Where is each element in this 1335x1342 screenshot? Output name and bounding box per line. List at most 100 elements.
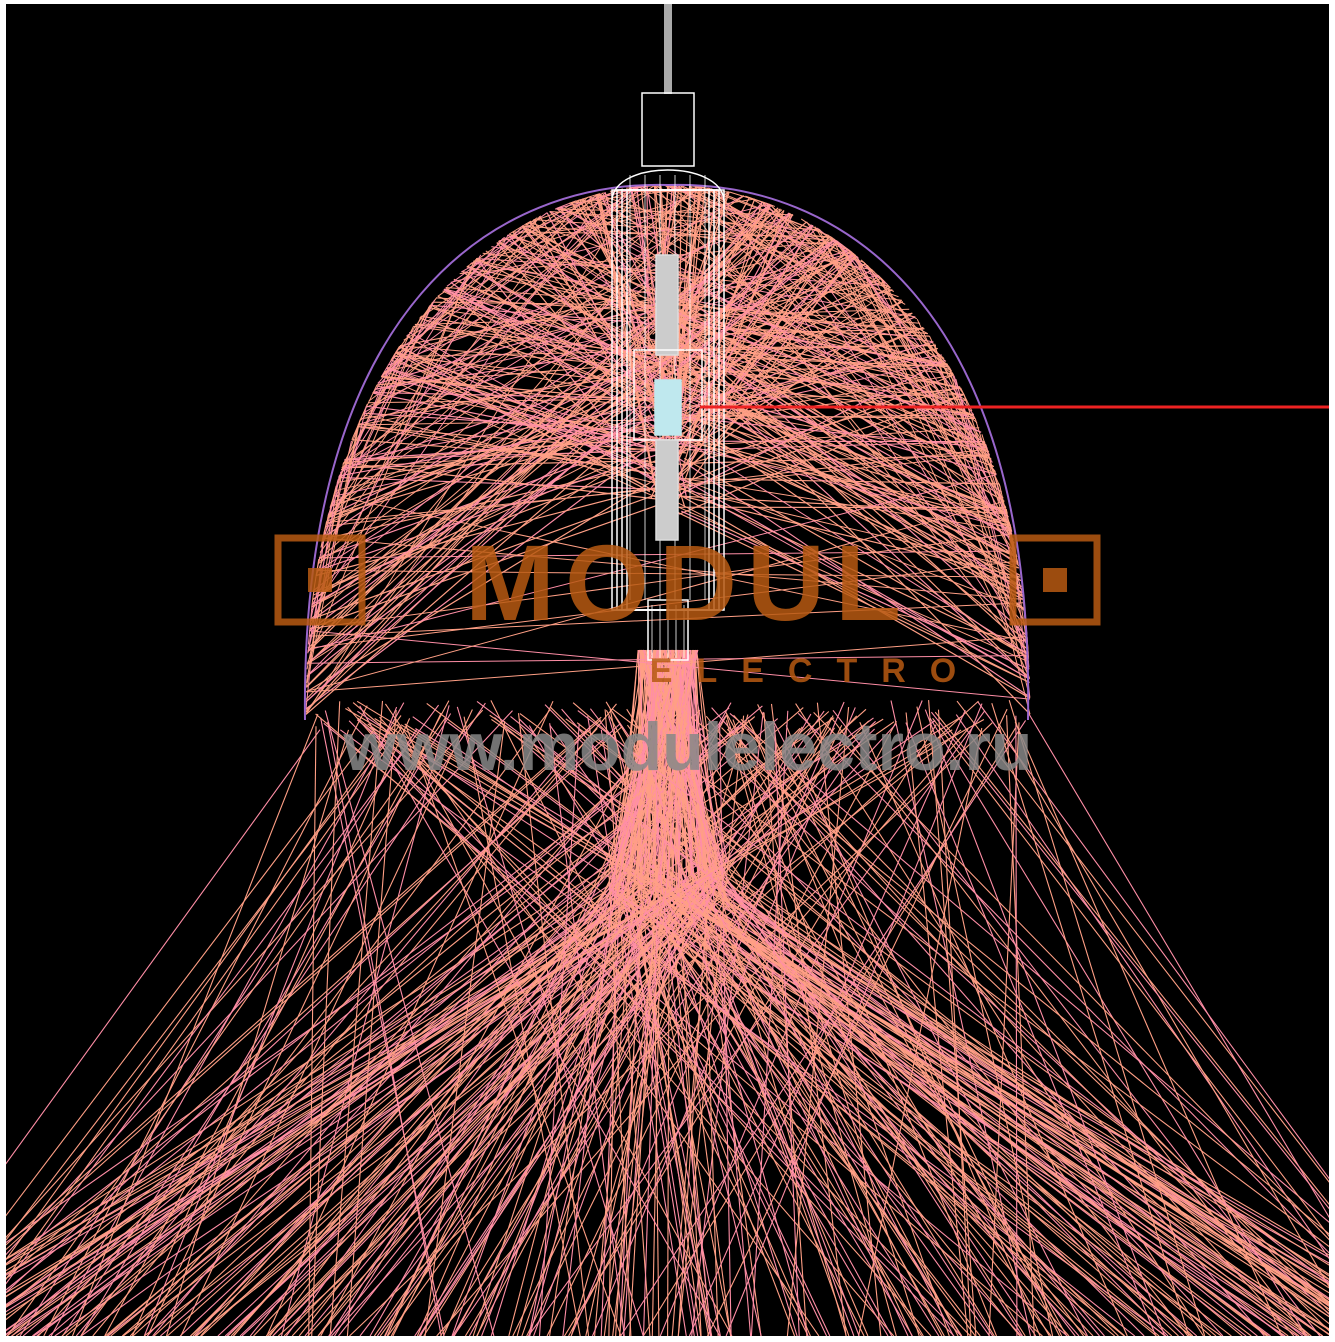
ray	[664, 334, 1014, 541]
ray	[674, 307, 1005, 502]
ray	[688, 709, 966, 1336]
ray	[481, 877, 660, 1336]
ray	[654, 441, 1031, 698]
ray	[476, 257, 673, 360]
ray	[131, 718, 411, 1336]
ray	[630, 898, 721, 1336]
ray	[640, 729, 809, 1336]
ray	[591, 707, 856, 1336]
ray	[320, 521, 328, 548]
ray	[305, 420, 361, 687]
ray	[443, 289, 676, 368]
ray	[179, 895, 652, 1336]
ray	[6, 728, 402, 1281]
ray	[615, 888, 811, 1336]
ray	[719, 722, 732, 1336]
ray	[668, 350, 974, 416]
ray	[387, 727, 832, 1336]
ray	[646, 649, 694, 877]
ray	[491, 718, 1329, 1301]
ray	[549, 211, 821, 231]
ray	[813, 712, 1329, 1241]
ray	[227, 870, 700, 1336]
ray	[316, 239, 836, 572]
ray	[311, 701, 341, 1336]
ray	[649, 649, 661, 872]
ray	[685, 875, 860, 1336]
ray	[75, 725, 592, 1336]
ray	[690, 185, 706, 188]
ray	[509, 233, 974, 416]
ray	[657, 649, 688, 890]
logo-right-square	[1009, 534, 1101, 626]
ray	[310, 485, 681, 620]
ray	[509, 233, 662, 322]
ray	[391, 345, 401, 360]
ray	[677, 649, 693, 874]
ray	[685, 454, 990, 464]
ray	[507, 234, 650, 401]
ray	[344, 354, 942, 461]
ray	[683, 495, 1021, 578]
ray	[453, 728, 870, 1336]
ray	[521, 225, 1014, 540]
ray	[683, 210, 785, 482]
ray	[684, 719, 1329, 1315]
ray	[698, 885, 909, 1336]
ray	[800, 218, 857, 256]
ray	[305, 224, 813, 703]
ray	[6, 726, 399, 1241]
ray	[6, 704, 440, 1285]
ray	[6, 729, 718, 1308]
ray	[517, 713, 590, 1336]
ray	[80, 713, 452, 1336]
ray	[456, 706, 644, 1336]
ray	[318, 438, 650, 559]
ray	[386, 366, 1025, 610]
ray	[318, 550, 1016, 559]
ray	[671, 508, 1030, 684]
ray	[665, 381, 997, 476]
ray	[369, 702, 732, 1336]
ray	[241, 896, 712, 1336]
ray	[619, 875, 711, 1336]
ray	[948, 366, 952, 372]
ray	[658, 213, 792, 503]
ray	[424, 720, 506, 1336]
ray	[659, 700, 923, 1336]
lamp-electrode-bottom	[655, 439, 679, 541]
ray	[733, 714, 1295, 1336]
ray	[864, 263, 1009, 518]
ray	[444, 288, 687, 412]
ray	[312, 234, 829, 600]
ray	[311, 414, 655, 606]
ray	[932, 717, 1329, 1237]
ray	[323, 722, 1068, 1336]
ray	[451, 898, 611, 1336]
ray	[339, 729, 1167, 1336]
ray	[312, 384, 667, 601]
ray	[581, 198, 986, 444]
ray	[963, 394, 1019, 563]
ray	[937, 709, 972, 1336]
ray	[672, 184, 1030, 663]
ray	[309, 366, 669, 622]
ray	[768, 203, 945, 359]
ray	[654, 329, 1031, 715]
ray	[616, 649, 682, 896]
ray	[684, 197, 751, 315]
ray	[1026, 710, 1329, 1219]
ray	[194, 871, 612, 1336]
ray	[761, 201, 1029, 647]
logo-brand: MODUL	[465, 522, 911, 643]
ray	[863, 261, 954, 375]
ray	[647, 348, 1019, 564]
ray	[928, 700, 977, 1336]
ray	[667, 397, 1020, 569]
ray	[516, 892, 641, 1336]
ray	[981, 434, 1012, 529]
ray	[421, 315, 653, 358]
ray	[334, 347, 938, 492]
ray	[317, 250, 851, 563]
ray	[559, 206, 669, 381]
